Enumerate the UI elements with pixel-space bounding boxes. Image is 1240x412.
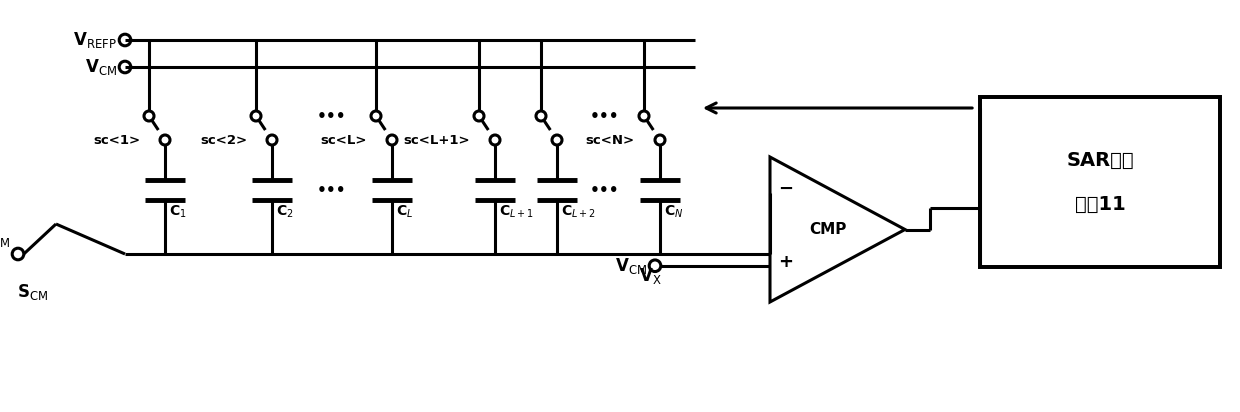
Text: V$_{\mathrm{CM}}$: V$_{\mathrm{CM}}$	[0, 229, 10, 249]
Text: •••: •••	[317, 183, 347, 197]
Text: sc<N>: sc<N>	[585, 133, 635, 147]
Text: C$_2$: C$_2$	[277, 204, 294, 220]
Text: C$_N$: C$_N$	[663, 204, 683, 220]
Text: sc<2>: sc<2>	[200, 133, 247, 147]
Text: V$_{\mathrm{X}}$: V$_{\mathrm{X}}$	[639, 266, 661, 286]
Text: C$_{L+1}$: C$_{L+1}$	[498, 204, 534, 220]
Text: CMP: CMP	[808, 222, 846, 237]
Text: V$_{\mathrm{REFP}}$: V$_{\mathrm{REFP}}$	[73, 30, 117, 50]
Text: −: −	[777, 180, 794, 198]
Text: sc<L>: sc<L>	[320, 133, 367, 147]
Text: C$_{L+2}$: C$_{L+2}$	[560, 204, 596, 220]
Text: sc<L+1>: sc<L+1>	[403, 133, 470, 147]
Text: V$_{\mathrm{CM}}$: V$_{\mathrm{CM}}$	[86, 57, 117, 77]
Text: S$_{\mathrm{CM}}$: S$_{\mathrm{CM}}$	[17, 282, 48, 302]
Text: SAR逻辑: SAR逻辑	[1066, 150, 1133, 169]
Text: 电路11: 电路11	[1075, 194, 1126, 213]
Text: C$_1$: C$_1$	[169, 204, 186, 220]
Text: •••: •••	[590, 183, 620, 197]
Bar	[980, 97, 1220, 267]
Text: •••: •••	[317, 108, 347, 124]
Text: •••: •••	[590, 108, 620, 124]
Text: sc<1>: sc<1>	[93, 133, 140, 147]
Text: C$_L$: C$_L$	[396, 204, 413, 220]
Text: V$_{\mathrm{CM}}$: V$_{\mathrm{CM}}$	[615, 256, 647, 276]
Text: +: +	[777, 253, 794, 271]
